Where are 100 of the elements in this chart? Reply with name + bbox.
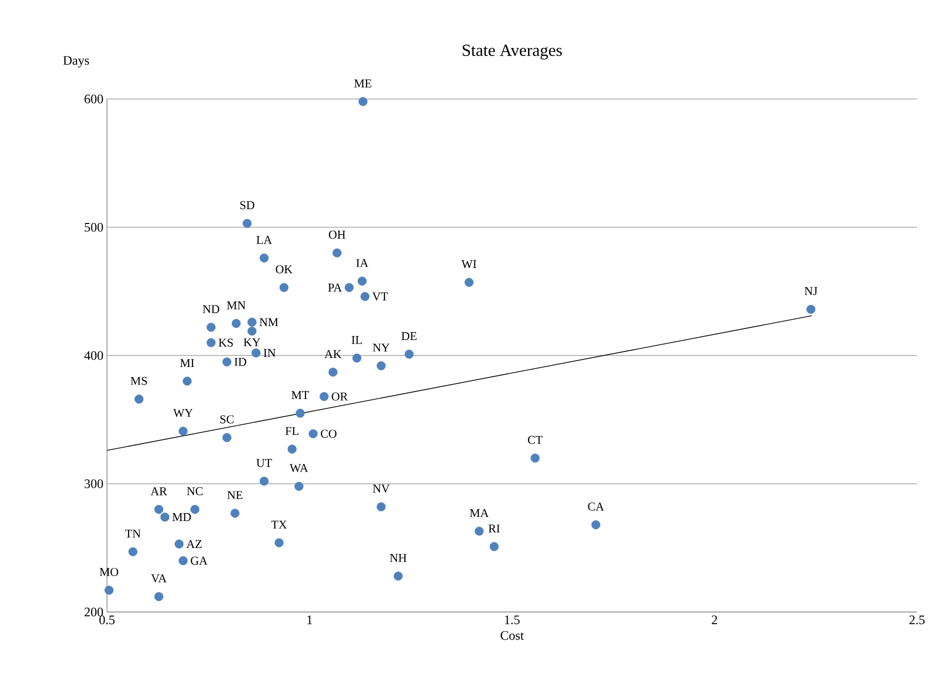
annotation: NJ [804, 287, 818, 296]
annotation: SC [220, 415, 234, 424]
point [242, 218, 252, 228]
annotation: TN [125, 530, 141, 538]
annotation: MI [180, 359, 194, 367]
point [230, 508, 240, 518]
y-tick-label: 300 [84, 479, 103, 488]
annotation: MO [100, 568, 118, 576]
annotation: LA [256, 236, 272, 244]
y-tick-label: 400 [84, 351, 103, 360]
point [352, 354, 362, 363]
point [206, 322, 216, 332]
x-tick-label: 2 [712, 616, 718, 624]
point [178, 426, 188, 436]
annotation: AR [150, 487, 168, 496]
annotation: OR [332, 392, 348, 401]
annotation: MD [172, 513, 191, 522]
annotation: NE [227, 491, 242, 500]
point [182, 376, 192, 386]
point [376, 361, 386, 370]
point [490, 542, 499, 552]
point [530, 454, 540, 463]
x-tick-label: 1.5 [505, 616, 520, 624]
point [308, 429, 318, 438]
annotation: OH [328, 230, 346, 239]
point [232, 318, 241, 328]
point [404, 350, 414, 359]
point [128, 547, 138, 556]
point [376, 502, 386, 512]
point [328, 368, 338, 377]
point [320, 392, 329, 402]
chart-title: State Averages [462, 44, 562, 60]
point [464, 278, 474, 287]
annotation: NM [260, 318, 278, 326]
annotation: KY [244, 338, 260, 346]
point [222, 433, 232, 442]
annotation: AZ [186, 540, 202, 548]
annotation: MN [226, 301, 246, 310]
annotation: CO [320, 430, 336, 438]
annotation: ID [234, 358, 246, 366]
point [260, 254, 269, 263]
point [394, 572, 403, 581]
annotation: OK [276, 265, 292, 274]
annotation: NV [372, 484, 390, 493]
point [274, 538, 284, 548]
annotation: FL [285, 427, 298, 435]
point [344, 283, 354, 292]
point [591, 520, 600, 530]
point [174, 540, 184, 549]
annotation: CT [528, 436, 543, 444]
annotation: IN [264, 349, 276, 357]
annotation: NY [372, 344, 390, 352]
annotation: TX [271, 520, 287, 529]
y-tick-label: 200 [84, 608, 103, 616]
x-tick-label: 2.5 [909, 616, 925, 624]
annotation: VT [372, 292, 388, 301]
point [806, 304, 816, 314]
annotation: WY [173, 408, 193, 417]
point [222, 357, 232, 366]
annotation: UT [256, 459, 272, 467]
annotation: DE [402, 332, 416, 340]
point [104, 586, 114, 595]
point [294, 482, 304, 491]
annotation: GA [190, 556, 208, 565]
point [260, 476, 269, 486]
point [190, 504, 200, 514]
point [474, 526, 484, 536]
x-tick-label: 1 [307, 616, 312, 624]
point [358, 276, 367, 286]
point [280, 283, 288, 292]
point [134, 394, 144, 404]
annotation: AK [324, 350, 342, 358]
point [332, 248, 342, 258]
annotation: IA [356, 259, 368, 267]
annotation: NH [390, 554, 406, 562]
y-tick-label: 500 [84, 222, 103, 232]
annotation: WA [290, 464, 308, 472]
point [154, 592, 164, 602]
y-tick-label: 600 [84, 94, 103, 104]
point [248, 318, 256, 327]
annotation: CA [588, 502, 604, 511]
point [288, 444, 297, 454]
annotation: KS [218, 338, 233, 347]
point [154, 504, 164, 514]
point [358, 97, 368, 106]
x-tick-label: 0.5 [99, 616, 115, 624]
annotation: WI [461, 260, 476, 268]
annotation: MS [130, 376, 147, 385]
annotation: PA [328, 284, 342, 292]
annotation: SD [240, 201, 254, 210]
point [206, 338, 216, 348]
annotation: VA [151, 574, 167, 582]
annotation: ME [354, 80, 372, 88]
annotation: IL [352, 336, 362, 344]
x-axis-title: Cost [500, 631, 524, 640]
annotation: MA [470, 509, 489, 517]
point [178, 556, 188, 566]
annotation: NC [186, 487, 203, 496]
y-axis-title: Days [63, 56, 90, 68]
point [248, 326, 256, 336]
